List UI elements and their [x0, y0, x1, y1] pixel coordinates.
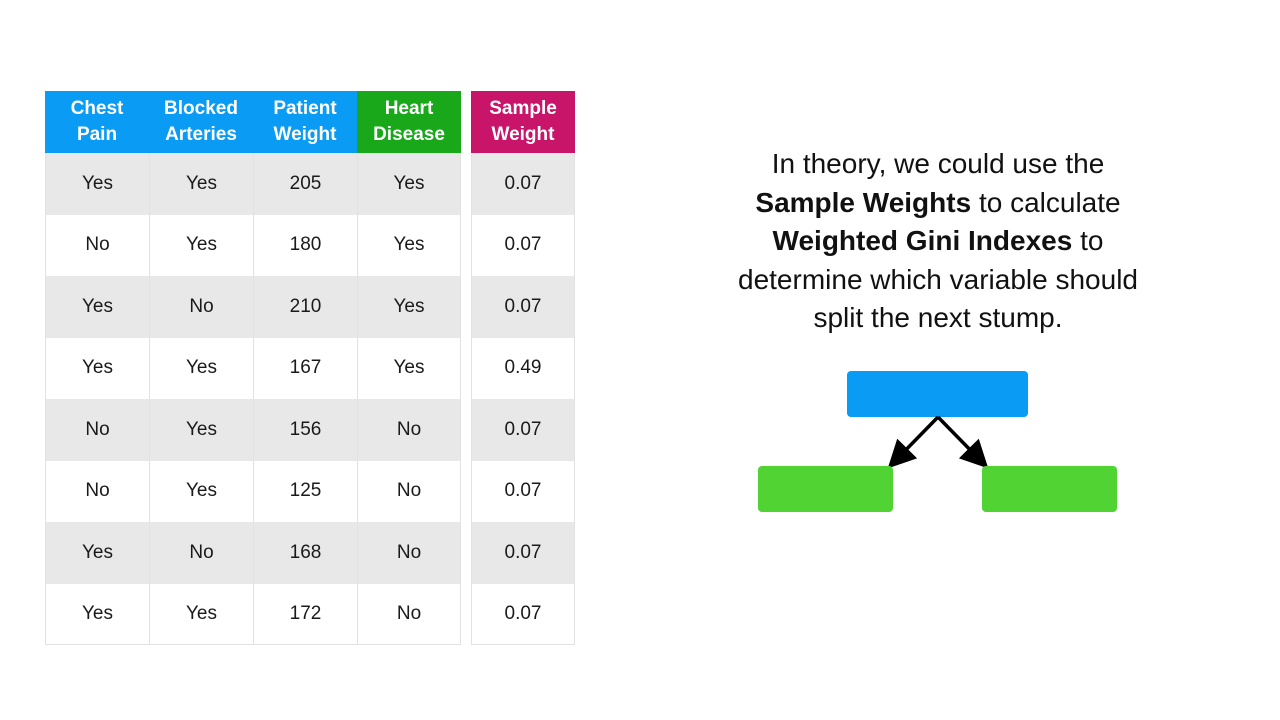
- header-line: Weight: [491, 124, 555, 145]
- header-chest-pain: Chest Pain: [45, 91, 149, 153]
- table-cell: No: [149, 522, 253, 584]
- table-cell: Yes: [149, 214, 253, 276]
- table-cell: 125: [253, 460, 357, 522]
- table-cell: No: [45, 460, 149, 522]
- weight-header-row: Sample Weight: [471, 91, 575, 153]
- explanation-line-5: split the next stump.: [813, 302, 1063, 333]
- header-patient-weight: Patient Weight: [253, 91, 357, 153]
- table-cell: 180: [253, 214, 357, 276]
- table-row: Yes Yes 167 Yes: [45, 337, 461, 399]
- table-cell: No: [357, 522, 461, 584]
- table-cell: Yes: [357, 214, 461, 276]
- header-line: Pain: [76, 124, 118, 145]
- weight-row: 0.07: [471, 583, 575, 645]
- stump-diagram: [758, 371, 1117, 512]
- table-cell: Yes: [45, 583, 149, 645]
- table-cell: Yes: [45, 337, 149, 399]
- header-line: Chest: [70, 98, 124, 119]
- table-cell: Yes: [357, 153, 461, 215]
- table-row: Yes Yes 205 Yes: [45, 153, 461, 215]
- table-cell: Yes: [149, 337, 253, 399]
- stump-right-leaf: [982, 466, 1117, 512]
- stump-root-node: [847, 371, 1028, 417]
- explanation-text: In theory, we could use the Sample Weigh…: [680, 145, 1196, 338]
- explanation-line-4: determine which variable should: [738, 263, 1138, 295]
- header-sample-weight: Sample Weight: [471, 91, 575, 153]
- table-cell: 172: [253, 583, 357, 645]
- weight-row: 0.07: [471, 399, 575, 461]
- weighted-gini-term: Weighted Gini Indexes: [772, 225, 1073, 256]
- weight-cell: 0.07: [471, 399, 575, 461]
- data-table: Chest Pain Blocked Arteries Patient Weig…: [45, 91, 461, 645]
- header-line: Heart: [384, 98, 434, 119]
- table-cell: 156: [253, 399, 357, 461]
- table-cell: Yes: [45, 153, 149, 215]
- header-line: Blocked: [164, 98, 238, 119]
- header-line: Patient: [273, 98, 337, 119]
- table-row: No Yes 180 Yes: [45, 214, 461, 276]
- table-row: Yes No 168 No: [45, 522, 461, 584]
- table-cell: Yes: [357, 276, 461, 338]
- table-cell: Yes: [357, 337, 461, 399]
- table-cell: 167: [253, 337, 357, 399]
- table-cell: Yes: [45, 276, 149, 338]
- explanation-line-3-rest: to: [1072, 225, 1104, 256]
- table-cell: 205: [253, 153, 357, 215]
- table-cell: 210: [253, 276, 357, 338]
- table-row: No Yes 125 No: [45, 460, 461, 522]
- weight-row: 0.07: [471, 153, 575, 215]
- table-cell: No: [45, 214, 149, 276]
- weight-row: 0.07: [471, 460, 575, 522]
- weight-cell: 0.49: [471, 337, 575, 399]
- table-row: Yes Yes 172 No: [45, 583, 461, 645]
- weight-cell: 0.07: [471, 276, 575, 338]
- header-heart-disease: Heart Disease: [357, 91, 461, 153]
- sample-weights-term: Sample Weights: [755, 186, 972, 218]
- weight-cell: 0.07: [471, 583, 575, 645]
- header-line: Sample: [489, 98, 557, 119]
- header-line: Arteries: [165, 124, 237, 145]
- table-cell: No: [357, 583, 461, 645]
- table-cell: No: [357, 399, 461, 461]
- weight-row: 0.49: [471, 337, 575, 399]
- table-cell: Yes: [149, 153, 253, 215]
- table-cell: Yes: [149, 460, 253, 522]
- table-row: No Yes 156 No: [45, 399, 461, 461]
- header-line: Weight: [273, 124, 337, 145]
- table-cell: No: [45, 399, 149, 461]
- table-cell: No: [357, 460, 461, 522]
- right-arrow: [936, 415, 989, 469]
- sample-weight-table: Sample Weight 0.07 0.07 0.07 0.49 0.07 0.07 0.…: [471, 91, 575, 645]
- weight-cell: 0.07: [471, 522, 575, 584]
- weight-cell: 0.07: [471, 153, 575, 215]
- weight-row: 0.07: [471, 214, 575, 276]
- weight-cell: 0.07: [471, 460, 575, 522]
- weight-row: 0.07: [471, 276, 575, 338]
- table-cell: Yes: [149, 399, 253, 461]
- table-cell: Yes: [45, 522, 149, 584]
- left-arrow: [887, 415, 940, 469]
- weight-row: 0.07: [471, 522, 575, 584]
- table-header-row: Chest Pain Blocked Arteries Patient Weig…: [45, 91, 461, 153]
- table-cell: Yes: [149, 583, 253, 645]
- weight-cell: 0.07: [471, 214, 575, 276]
- stump-left-leaf: [758, 466, 893, 512]
- table-cell: No: [149, 276, 253, 338]
- table-row: Yes No 210 Yes: [45, 276, 461, 338]
- table-body: Yes Yes 205 Yes No Yes 180 Yes Yes No 210 Yes Yes Yes…: [45, 153, 461, 645]
- header-blocked-arteries: Blocked Arteries: [149, 91, 253, 153]
- weight-body: 0.07 0.07 0.07 0.49 0.07 0.07 0.07 0.07: [471, 153, 575, 645]
- explanation-line-2-rest: to calculate: [971, 186, 1121, 218]
- table-cell: 168: [253, 522, 357, 584]
- header-line: Disease: [373, 124, 445, 145]
- explanation-line-3: Weighted Gini Indexes to: [680, 222, 1196, 261]
- explanation-line-2: Sample Weights to calculate: [680, 184, 1196, 223]
- explanation-line-1: In theory, we could use the: [771, 148, 1105, 179]
